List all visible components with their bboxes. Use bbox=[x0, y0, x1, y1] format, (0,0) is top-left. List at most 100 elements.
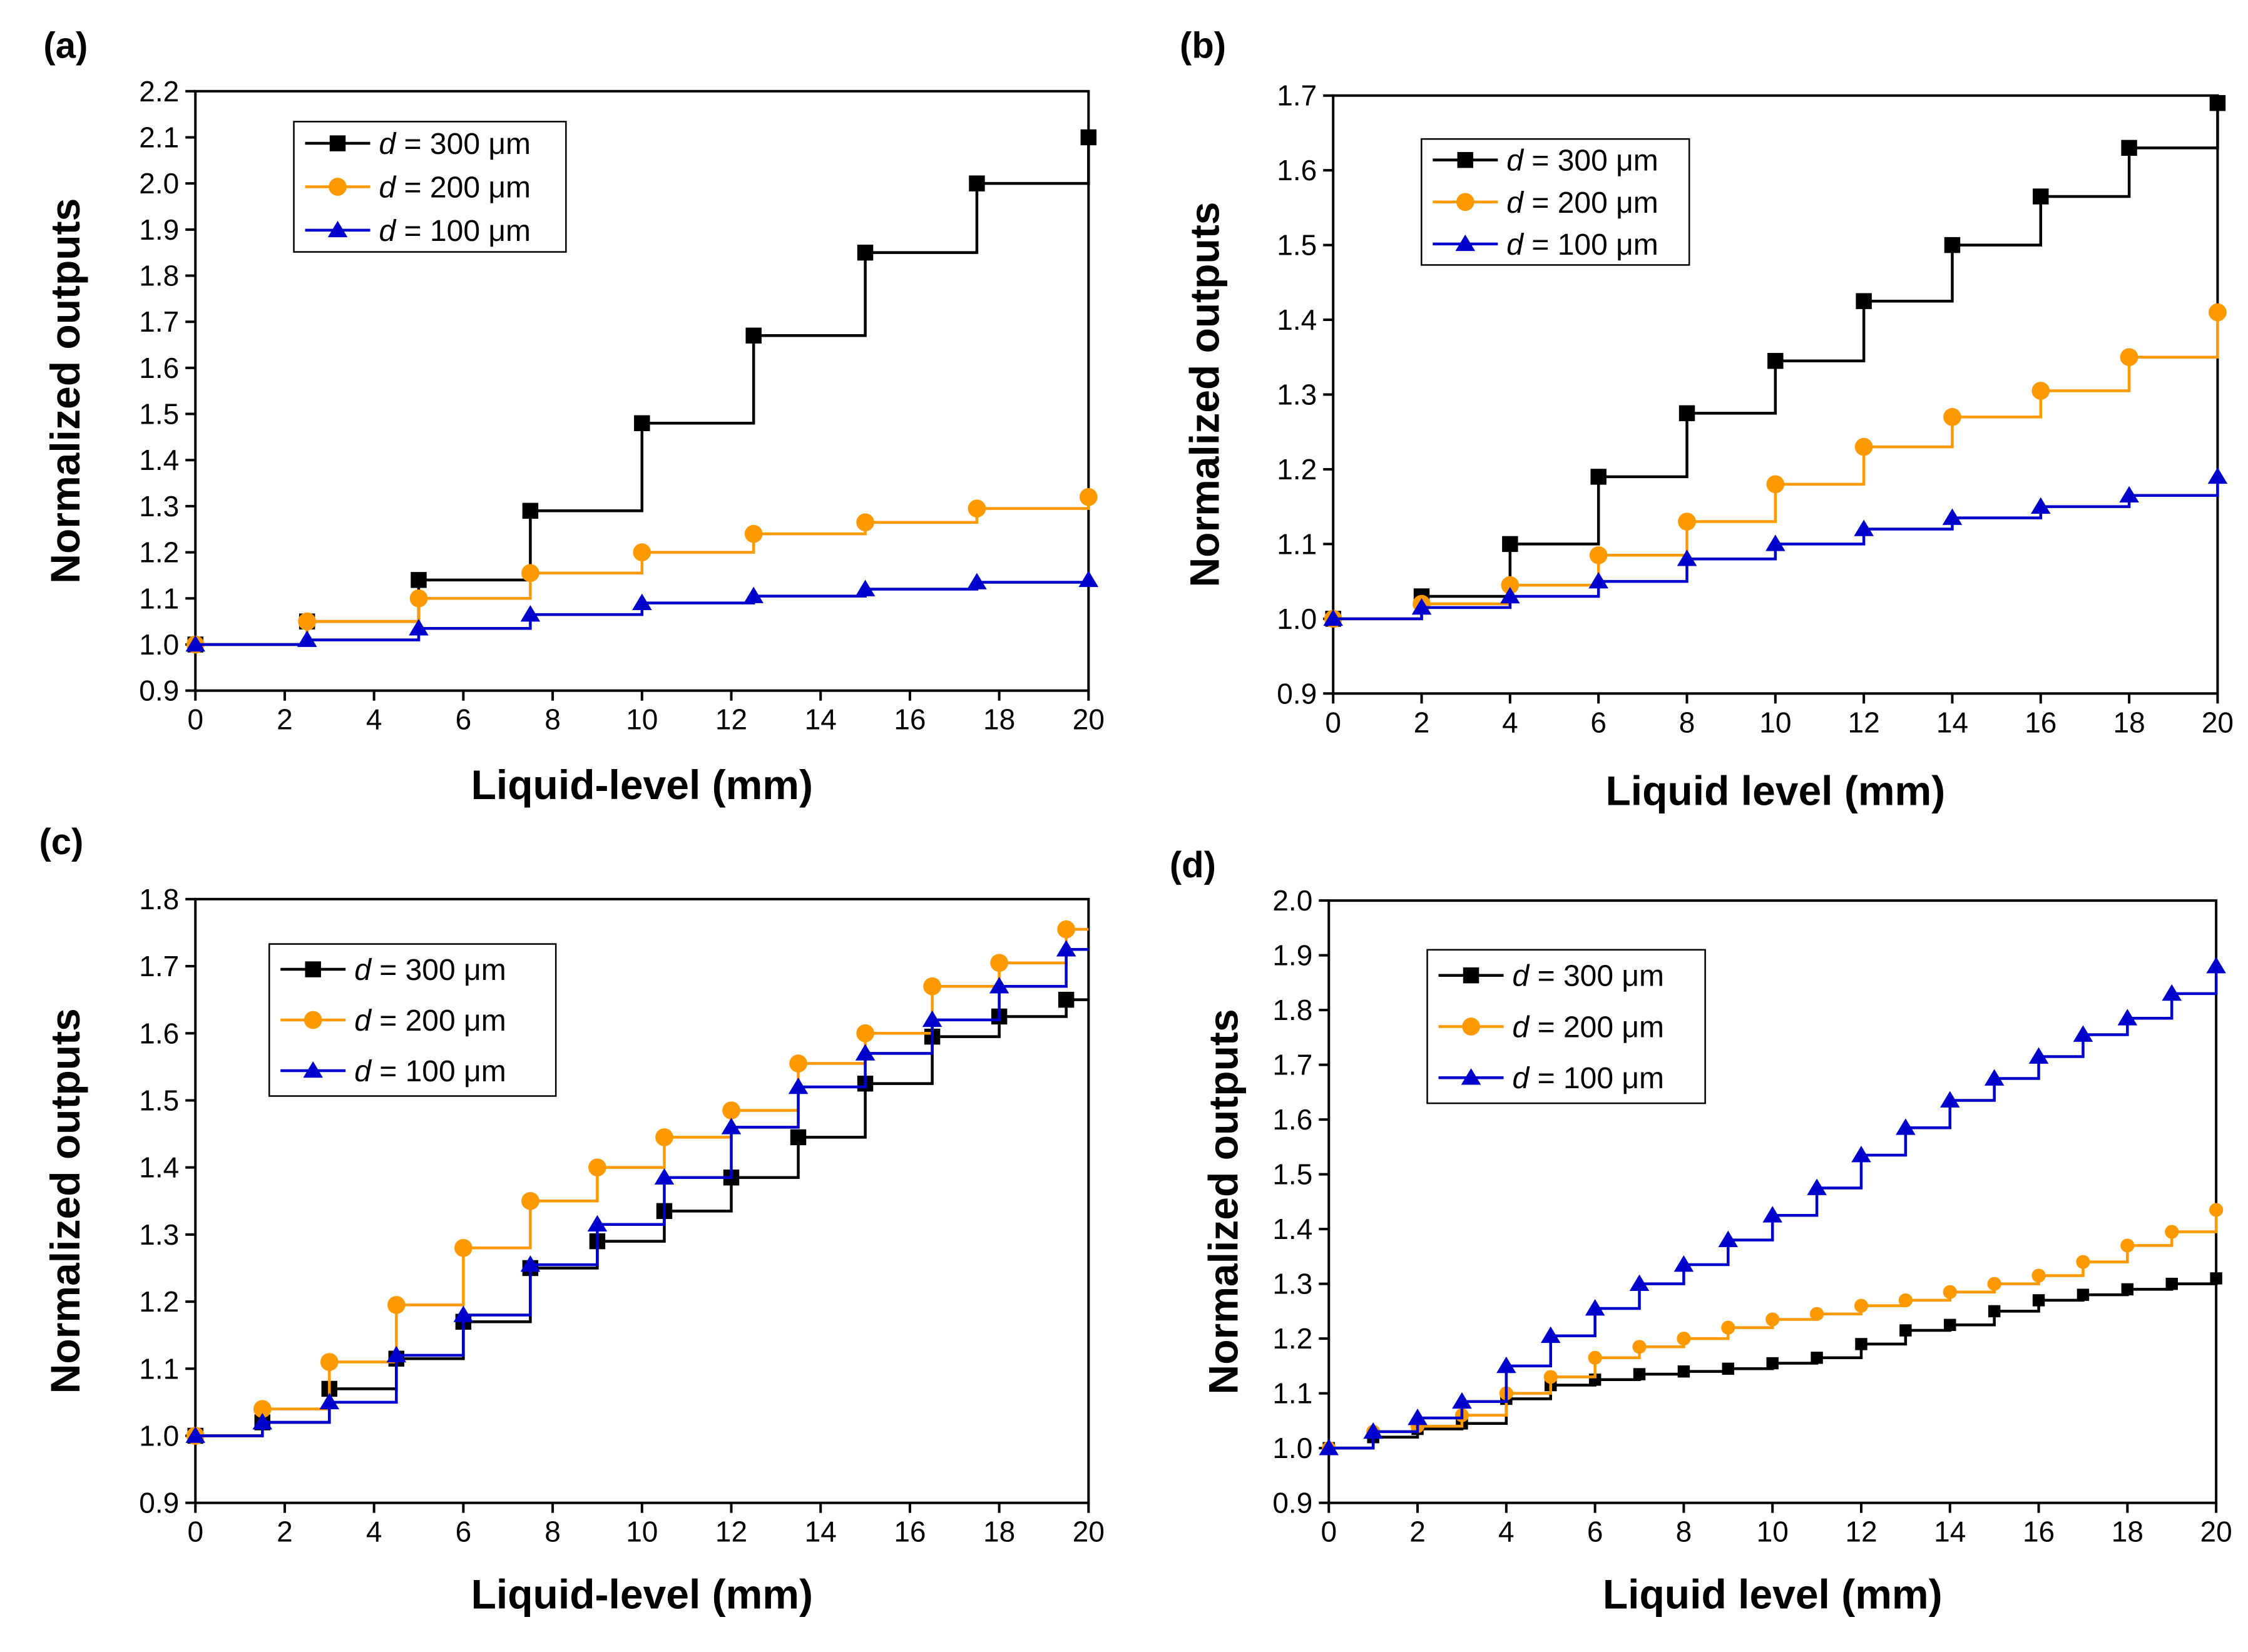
panel-label: (a) bbox=[43, 26, 88, 66]
x-tick-label: 12 bbox=[715, 703, 747, 736]
y-axis-label: Normalized outputs bbox=[42, 1008, 88, 1394]
legend-entry: d = 100 μm bbox=[1506, 228, 1658, 262]
data-point bbox=[1765, 1312, 1780, 1327]
data-point bbox=[1363, 1422, 1383, 1439]
data-point bbox=[2028, 1047, 2049, 1064]
y-tick-label: 1.9 bbox=[139, 213, 179, 246]
y-tick-label: 2.2 bbox=[139, 75, 179, 108]
legend: d = 300 μmd = 200 μmd = 100 μm bbox=[268, 943, 557, 1097]
data-point bbox=[1677, 549, 1697, 566]
data-point bbox=[1589, 546, 1608, 564]
legend-marker bbox=[1463, 967, 1479, 984]
data-point bbox=[1988, 1305, 2001, 1318]
data-point bbox=[409, 589, 428, 608]
series-step-line bbox=[195, 948, 1089, 1437]
legend-entry-symbol: d bbox=[379, 171, 397, 204]
y-tick-label: 1.8 bbox=[1272, 994, 1312, 1026]
data-point bbox=[1408, 1409, 1428, 1425]
data-point bbox=[298, 612, 316, 631]
data-point bbox=[1673, 1255, 1694, 1272]
legend-entry: d = 300 μm bbox=[379, 128, 531, 161]
x-tick-label: 10 bbox=[626, 703, 658, 736]
data-point bbox=[1942, 508, 1963, 525]
legend: d = 300 μmd = 200 μmd = 100 μm bbox=[293, 121, 567, 253]
y-tick-label: 1.7 bbox=[139, 950, 179, 982]
data-point bbox=[923, 977, 941, 996]
data-point bbox=[1056, 940, 1076, 957]
x-tick-label: 2 bbox=[1409, 1516, 1426, 1548]
data-point bbox=[1540, 1326, 1561, 1344]
y-tick-label: 1.1 bbox=[1272, 1377, 1312, 1410]
data-point bbox=[2165, 1277, 2178, 1290]
data-point bbox=[185, 1426, 206, 1443]
data-point bbox=[721, 1118, 742, 1134]
x-tick-label: 6 bbox=[1587, 1516, 1603, 1548]
legend-entry-text: = 300 μm bbox=[371, 954, 506, 987]
legend-entry-text: = 200 μm bbox=[396, 171, 531, 204]
x-tick-label: 2 bbox=[277, 703, 293, 736]
x-tick-label: 18 bbox=[2112, 1516, 2143, 1548]
data-point bbox=[1057, 920, 1075, 939]
data-point bbox=[453, 1305, 474, 1322]
data-point bbox=[409, 619, 429, 636]
data-point bbox=[2207, 467, 2228, 484]
data-point bbox=[1899, 1324, 1912, 1337]
legend-entry-text: = 200 μm bbox=[1523, 186, 1658, 220]
legend-entry-text: = 300 μm bbox=[396, 128, 531, 161]
x-tick-label: 4 bbox=[1502, 706, 1518, 738]
data-point bbox=[2119, 486, 2139, 503]
data-point bbox=[2162, 984, 2182, 1001]
legend-entry-symbol: d bbox=[1513, 1011, 1530, 1044]
data-point bbox=[2209, 94, 2226, 111]
data-point bbox=[1944, 1318, 1956, 1332]
legend-entry: d = 200 μm bbox=[1506, 186, 1658, 220]
y-tick-label: 1.0 bbox=[1272, 1432, 1312, 1464]
data-point bbox=[654, 1168, 675, 1185]
data-point bbox=[2209, 303, 2227, 322]
data-point bbox=[520, 605, 541, 622]
data-point bbox=[1632, 1340, 1647, 1354]
legend-marker bbox=[1462, 1017, 1480, 1036]
data-point bbox=[253, 1400, 272, 1418]
data-point bbox=[1944, 237, 1961, 253]
x-tick-label: 6 bbox=[456, 703, 472, 736]
data-point bbox=[2121, 140, 2137, 156]
data-point bbox=[856, 1024, 874, 1043]
data-point bbox=[1677, 1332, 1691, 1346]
legend-marker bbox=[304, 1011, 322, 1029]
data-point bbox=[2031, 1268, 2046, 1283]
data-point bbox=[521, 1191, 539, 1210]
data-point bbox=[1856, 293, 1872, 309]
x-tick-label: 18 bbox=[983, 1516, 1015, 1548]
data-point bbox=[1896, 1118, 1916, 1135]
x-tick-label: 6 bbox=[1590, 706, 1607, 738]
legend-entry-symbol: d bbox=[354, 1055, 372, 1088]
x-tick-label: 8 bbox=[1679, 706, 1695, 738]
x-tick-label: 6 bbox=[456, 1516, 472, 1548]
x-tick-label: 16 bbox=[2023, 1516, 2055, 1548]
data-point bbox=[2117, 1009, 2138, 1026]
data-point bbox=[1854, 1298, 1869, 1313]
data-point bbox=[1943, 407, 1961, 426]
legend-marker bbox=[1461, 1068, 1481, 1085]
y-tick-label: 0.9 bbox=[1277, 677, 1317, 710]
legend-entry-symbol: d bbox=[354, 1004, 372, 1038]
data-point bbox=[1943, 1285, 1957, 1299]
y-tick-label: 1.3 bbox=[1272, 1268, 1312, 1300]
data-point bbox=[789, 1054, 807, 1073]
legend-entry-symbol: d bbox=[354, 954, 372, 987]
data-point bbox=[1767, 353, 1784, 369]
series-step-line bbox=[195, 927, 1089, 1437]
data-point bbox=[1585, 1299, 1605, 1316]
y-tick-label: 1.3 bbox=[139, 490, 179, 523]
data-point bbox=[1898, 1293, 1913, 1308]
data-point bbox=[386, 1345, 407, 1363]
y-tick-label: 1.3 bbox=[1277, 378, 1317, 410]
x-tick-label: 0 bbox=[187, 703, 203, 736]
x-tick-label: 18 bbox=[2113, 706, 2145, 738]
data-point bbox=[969, 175, 985, 191]
legend-entry-text: = 200 μm bbox=[1529, 1011, 1664, 1044]
x-tick-label: 16 bbox=[894, 1516, 926, 1548]
legend-entry-symbol: d bbox=[1513, 1062, 1530, 1095]
